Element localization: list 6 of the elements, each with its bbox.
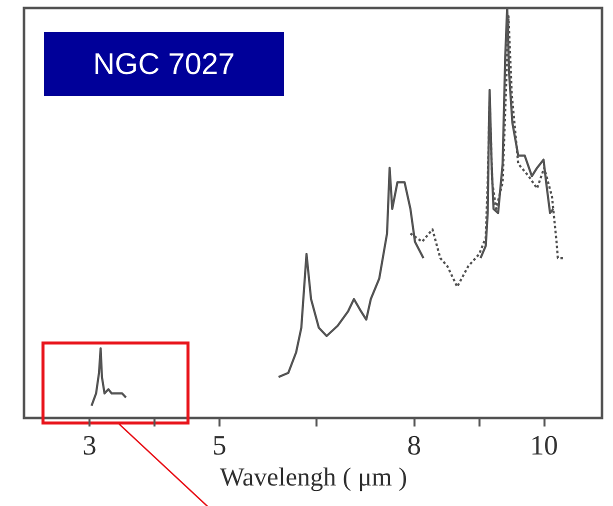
x-tick-label: 5 [212, 430, 226, 462]
x-tick-label: 10 [530, 430, 558, 462]
x-tick-label: 8 [407, 430, 422, 462]
x-axis-title: Wavelengh ( μm ) [220, 462, 408, 492]
annotation: NGC 7027 [93, 48, 235, 81]
x-tick-label: 3 [82, 430, 96, 462]
